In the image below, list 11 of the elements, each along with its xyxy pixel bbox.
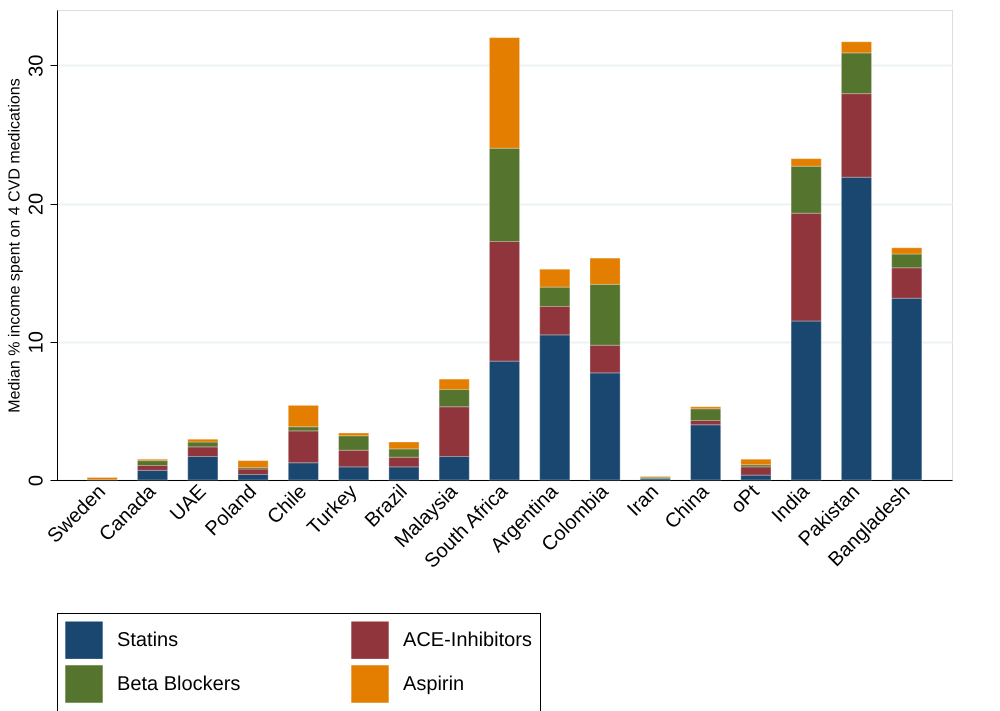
legend-label: Beta Blockers — [117, 673, 240, 695]
legend-label: ACE-Inhibitors — [403, 629, 532, 652]
y-axis-title: Median % income spent on 4 CVD medications — [6, 78, 24, 413]
y-tick-label: 10 — [26, 331, 48, 354]
legend-label: Aspirin — [403, 673, 464, 695]
x-tick-label: Iran — [623, 480, 664, 521]
legend-label: Statins — [117, 629, 178, 652]
x-tick-label: oPt — [726, 480, 764, 518]
y-tick-label: 0 — [26, 474, 48, 486]
y-tick-label: 20 — [26, 192, 48, 216]
y-tick-label: 30 — [26, 54, 48, 77]
